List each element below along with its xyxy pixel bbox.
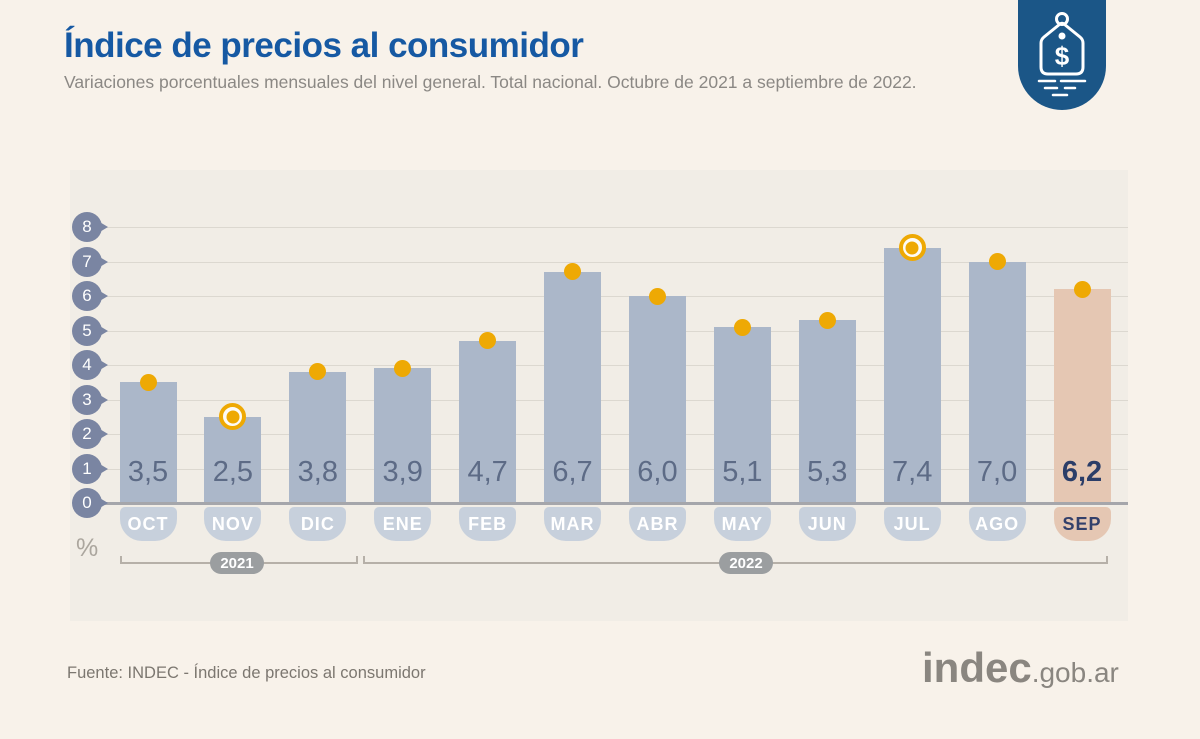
y-axis-tick: 5: [72, 315, 102, 346]
x-axis-month-label: MAR: [544, 507, 602, 541]
bar-chart: 0 1 2 3 4 5 6 7 8 3,5 OCT 2,5 NOV 3,8 DIC 3,9 ENE 4,7 FEB 6…: [70, 170, 1128, 621]
data-point-dot-ringed: [898, 234, 926, 262]
bar: 6,7: [544, 271, 602, 503]
bar: 3,8: [289, 371, 347, 503]
year-label-pill: 2021: [210, 552, 264, 574]
bar: 6,0: [628, 296, 686, 503]
gridline: [103, 434, 1128, 435]
bar-value-label: 6,7: [552, 455, 593, 488]
gridline: [103, 399, 1128, 401]
bar: 3,9: [374, 368, 432, 503]
page-title: Índice de precios al consumidor: [64, 26, 584, 65]
data-point-dot-ringed: [219, 403, 247, 431]
data-point-dot: [139, 373, 157, 391]
svg-text:$: $: [1055, 41, 1070, 71]
x-axis-month-label: OCT: [119, 507, 177, 541]
brand-wordmark: indec .gob.ar: [922, 644, 1119, 692]
bar-value-label: 6,2: [1061, 455, 1103, 488]
y-axis-tick: 7: [72, 246, 102, 277]
bar: 6,2: [1053, 289, 1111, 503]
data-point-dot: [733, 318, 751, 336]
x-axis-month-label: JUN: [798, 507, 856, 541]
x-axis-month-label: JUL: [883, 507, 941, 541]
x-axis-month-label: SEP: [1053, 507, 1111, 541]
gridline: [103, 296, 1128, 297]
data-point-dot: [648, 287, 666, 305]
data-point-dot: [479, 332, 497, 350]
bar-value-label: 4,7: [467, 455, 508, 488]
y-axis-tick: 2: [72, 419, 102, 449]
gridline: [103, 365, 1128, 366]
bar-value-label: 2,5: [212, 456, 254, 488]
year-label-pill: 2022: [719, 552, 773, 574]
x-axis-month-label: MAY: [713, 507, 771, 541]
y-axis-tick: 1: [72, 453, 102, 484]
gridline: [103, 261, 1128, 263]
bar-value-label: 3,8: [297, 455, 338, 488]
x-axis-month-label: AGO: [968, 507, 1026, 541]
brand-name: indec: [922, 644, 1032, 691]
bar-value-label: 6,0: [637, 456, 678, 488]
x-axis-month-label: FEB: [459, 507, 517, 541]
bar: 7,0: [968, 261, 1026, 503]
bar-value-label: 3,5: [127, 456, 169, 488]
data-point-dot: [564, 263, 582, 281]
bar: 5,1: [713, 327, 771, 503]
data-point-dot: [818, 311, 836, 329]
bar-value-label: 3,9: [382, 455, 423, 488]
bar-value-label: 5,3: [807, 455, 848, 488]
bar-value-label: 5,1: [722, 455, 763, 488]
bar: 7,4: [883, 247, 941, 503]
y-axis-tick: 3: [72, 384, 102, 415]
bar: 2,5: [204, 416, 262, 503]
x-axis-month-label: NOV: [204, 507, 262, 541]
x-axis-month-label: DIC: [289, 507, 347, 541]
data-point-dot: [394, 359, 412, 377]
gridline: [103, 468, 1128, 470]
bar: 4,7: [459, 340, 517, 503]
bar-value-label: 7,4: [892, 455, 933, 488]
price-tag-icon: $: [1037, 12, 1087, 97]
brand-domain-suffix: .gob.ar: [1031, 657, 1119, 688]
bar: 5,3: [798, 320, 856, 503]
data-point-dot: [988, 253, 1006, 270]
y-axis-tick: 8: [72, 212, 102, 242]
y-axis-tick: 4: [72, 350, 102, 380]
y-axis-tick: 6: [72, 281, 102, 311]
header: Índice de precios al consumidor Variacio…: [64, 26, 917, 93]
gridline: [103, 330, 1128, 332]
y-axis-tick: 0: [72, 488, 102, 518]
data-point-dot: [1073, 280, 1091, 298]
page-subtitle: Variaciones porcentuales mensuales del n…: [64, 72, 917, 92]
x-axis-zero-line: [103, 502, 1128, 505]
bar-value-label: 7,0: [976, 456, 1018, 488]
gridline: [103, 227, 1128, 228]
brand-badge: $: [1018, 0, 1106, 110]
data-point-dot: [309, 363, 327, 381]
source-text: Fuente: INDEC - Índice de precios al con…: [67, 664, 426, 682]
x-axis-month-label: ABR: [628, 507, 686, 541]
x-axis-month-label: ENE: [374, 507, 432, 541]
y-axis-unit-label: %: [76, 534, 99, 562]
bar: 3,5: [119, 382, 177, 503]
